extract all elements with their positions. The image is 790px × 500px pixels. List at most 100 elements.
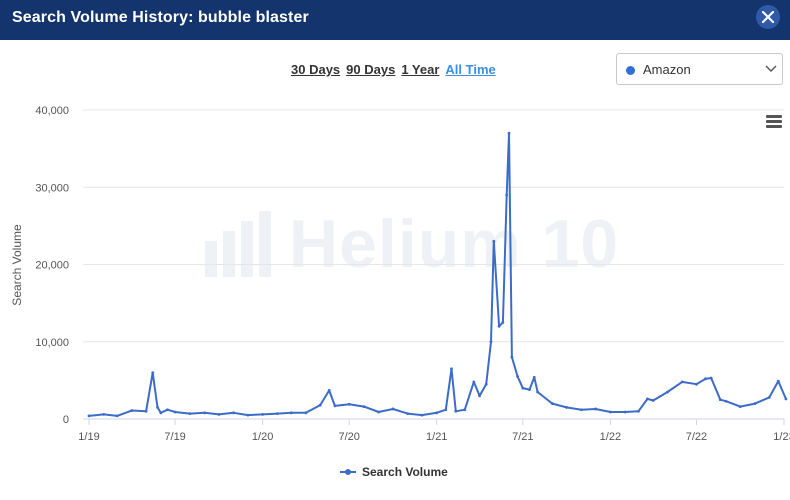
data-point bbox=[275, 412, 279, 415]
data-point bbox=[776, 379, 780, 383]
data-point bbox=[718, 398, 722, 402]
data-point bbox=[173, 410, 177, 414]
data-point bbox=[784, 397, 788, 401]
data-point bbox=[391, 407, 395, 411]
data-point bbox=[521, 386, 525, 390]
data-point bbox=[217, 412, 221, 416]
data-point bbox=[724, 399, 728, 403]
data-point bbox=[115, 414, 119, 418]
x-tick-label: 7/20 bbox=[338, 431, 359, 443]
series-search-volume bbox=[87, 131, 788, 418]
legend-swatch-icon bbox=[340, 467, 356, 477]
data-point bbox=[159, 411, 163, 415]
data-point bbox=[738, 405, 742, 409]
y-tick-label: 40,000 bbox=[35, 105, 69, 117]
data-point bbox=[565, 406, 569, 409]
data-point bbox=[327, 389, 331, 392]
data-point bbox=[151, 371, 155, 375]
y-tick-label: 10,000 bbox=[35, 337, 69, 349]
data-point bbox=[608, 410, 612, 414]
data-point bbox=[489, 340, 493, 344]
data-point bbox=[450, 367, 453, 371]
data-point bbox=[709, 376, 713, 380]
y-tick-label: 30,000 bbox=[35, 182, 69, 194]
x-tick-label: 1/23 bbox=[773, 431, 790, 443]
y-tick-label: 0 bbox=[63, 414, 69, 426]
helium10-logo-icon bbox=[205, 211, 271, 277]
data-point bbox=[507, 131, 511, 135]
x-axis-ticks: 1/19 7/19 1/20 7/20 1/21 7/21 1/22 7/22 1/23 bbox=[78, 419, 790, 443]
data-point bbox=[646, 397, 649, 401]
data-point bbox=[695, 382, 698, 386]
data-point bbox=[516, 375, 520, 378]
data-point bbox=[579, 408, 583, 412]
watermark-text: Helium 10 bbox=[289, 206, 620, 282]
series-line bbox=[88, 132, 787, 417]
data-point bbox=[497, 324, 501, 328]
chart-gridlines bbox=[83, 109, 784, 420]
chart-legend[interactable]: Search Volume bbox=[340, 465, 448, 479]
modal-title: Search Volume History: bubble blaster bbox=[12, 9, 309, 26]
marketplace-select[interactable]: Amazon bbox=[616, 53, 783, 85]
tab-30-days[interactable]: 30 Days bbox=[291, 62, 341, 77]
data-point bbox=[623, 410, 627, 414]
data-point bbox=[406, 412, 410, 415]
range-tabs: 30 Days 90 Days 1 Year All Time bbox=[291, 62, 496, 77]
data-point bbox=[492, 239, 496, 243]
data-point bbox=[246, 413, 250, 417]
chevron-down-icon bbox=[765, 65, 777, 72]
y-tick-label: 20,000 bbox=[35, 260, 69, 272]
close-button[interactable] bbox=[756, 5, 780, 29]
data-point bbox=[347, 402, 351, 406]
data-point bbox=[767, 395, 771, 399]
data-point bbox=[304, 411, 308, 415]
data-point bbox=[528, 388, 531, 392]
data-point bbox=[651, 399, 655, 402]
data-point bbox=[463, 408, 467, 412]
data-point bbox=[318, 403, 322, 407]
x-tick-label: 7/22 bbox=[686, 431, 707, 443]
data-point bbox=[102, 412, 106, 416]
data-point bbox=[753, 402, 757, 405]
data-point bbox=[532, 375, 536, 379]
data-point bbox=[156, 406, 159, 409]
helium10-watermark: Helium 10 bbox=[203, 205, 619, 283]
x-tick-label: 1/19 bbox=[78, 431, 99, 443]
data-point bbox=[536, 390, 539, 394]
data-point bbox=[472, 380, 476, 384]
data-point bbox=[666, 390, 669, 394]
x-tick-label: 1/20 bbox=[252, 431, 273, 443]
data-point bbox=[166, 408, 169, 412]
data-point bbox=[484, 382, 488, 386]
data-point bbox=[478, 394, 481, 398]
close-icon bbox=[762, 11, 774, 23]
data-point bbox=[444, 408, 448, 412]
data-point bbox=[333, 404, 337, 408]
data-point bbox=[377, 410, 381, 414]
data-point bbox=[261, 412, 265, 416]
tab-90-days[interactable]: 90 Days bbox=[346, 62, 396, 77]
x-tick-label: 7/21 bbox=[512, 431, 533, 443]
data-point bbox=[362, 405, 366, 409]
data-point bbox=[594, 407, 598, 411]
data-point bbox=[203, 411, 206, 415]
data-point bbox=[289, 411, 293, 415]
tab-1-year[interactable]: 1 Year bbox=[401, 62, 440, 77]
data-point bbox=[232, 411, 236, 415]
data-point bbox=[637, 409, 640, 413]
data-point bbox=[188, 412, 192, 415]
tab-all-time[interactable]: All Time bbox=[445, 62, 496, 77]
data-point bbox=[501, 321, 505, 324]
x-tick-label: 1/22 bbox=[600, 431, 621, 443]
x-tick-label: 7/19 bbox=[164, 431, 185, 443]
data-point bbox=[130, 409, 134, 412]
modal-header: Search Volume History: bubble blaster bbox=[0, 0, 790, 40]
data-point bbox=[420, 413, 424, 417]
data-point bbox=[505, 193, 509, 197]
data-point bbox=[550, 402, 554, 405]
data-point bbox=[704, 377, 707, 381]
data-point bbox=[144, 409, 148, 413]
chart-menu-icon[interactable] bbox=[766, 115, 782, 129]
data-point bbox=[87, 414, 91, 418]
